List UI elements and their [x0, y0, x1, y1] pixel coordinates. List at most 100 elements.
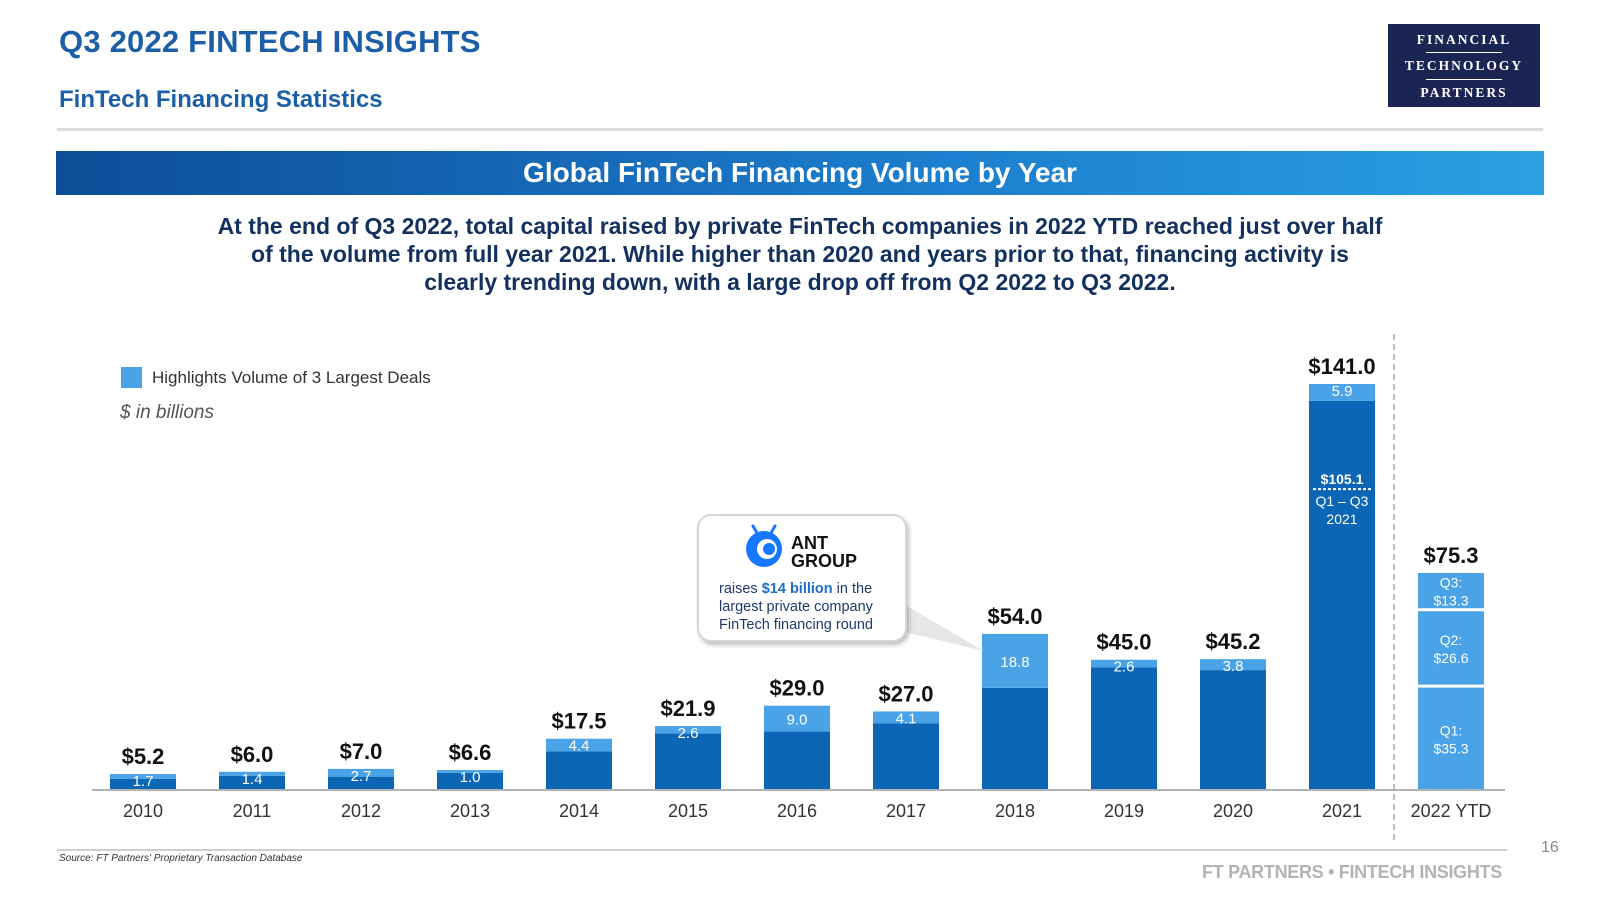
bar-base-2011	[219, 775, 285, 789]
largest-deals-label: 2.7	[351, 768, 372, 785]
legend-swatch	[121, 367, 142, 388]
ytd-total-label: $75.3	[1423, 543, 1478, 568]
largest-deals-label: 2.6	[1114, 659, 1135, 676]
bar-base-2020	[1200, 670, 1266, 789]
largest-deals-label: 3.8	[1223, 658, 1244, 675]
bar-base-2010	[110, 778, 176, 789]
page-title: Q3 2022 FINTECH INSIGHTS	[59, 24, 481, 59]
ytd-quarter-value: $35.3	[1433, 740, 1468, 756]
callout-text-prefix: raises	[719, 581, 762, 597]
bar-base-2014	[546, 751, 612, 789]
logo-line-2: TECHNOLOGY	[1404, 58, 1524, 73]
x-tick-label: 2018	[995, 801, 1035, 821]
bar-largest-deals-2017	[873, 711, 939, 724]
total-label: $29.0	[769, 676, 824, 701]
total-label: $17.5	[551, 709, 606, 734]
largest-deals-label: 5.9	[1332, 383, 1353, 400]
logo-line-3: PARTNERS	[1420, 85, 1508, 100]
largest-deals-label: 9.0	[787, 712, 808, 729]
largest-deals-label: 2.6	[678, 725, 699, 742]
footer-brand: FT PARTNERS • FINTECH INSIGHTS	[1202, 862, 1502, 882]
summary-line: clearly trending down, with a large drop…	[424, 269, 1176, 295]
ytd-quarter-name: Q3:	[1440, 575, 1463, 591]
callout-text-line-3: FinTech financing round	[719, 617, 873, 633]
bar-largest-deals-2013	[437, 770, 503, 773]
source-note: Source: FT Partners' Proprietary Transac…	[59, 853, 303, 864]
ytd-bar-Q2	[1418, 611, 1484, 685]
ytd-bar-Q3	[1418, 573, 1484, 609]
x-tick-label: 2014	[559, 801, 599, 821]
header-divider	[57, 128, 1543, 131]
unit-note: $ in billions	[120, 402, 214, 423]
bar-base-2015	[655, 733, 721, 789]
x-tick-label: 2013	[450, 801, 490, 821]
bar-largest-deals-2015	[655, 726, 721, 734]
bar-largest-deals-2010	[110, 774, 176, 779]
logo-divider	[1426, 52, 1502, 53]
callout-text-amount: $14 billion	[761, 581, 833, 597]
x-tick-label: 2010	[123, 801, 163, 821]
bar-largest-deals-2011	[219, 771, 285, 776]
largest-deals-label: 1.4	[242, 771, 263, 788]
total-label: $54.0	[987, 604, 1042, 629]
callout-pointer	[905, 605, 984, 651]
total-label: $7.0	[340, 739, 383, 764]
x-tick-label: 2015	[668, 801, 708, 821]
x-tick-label: 2022 YTD	[1411, 801, 1492, 821]
total-label: $141.0	[1308, 354, 1375, 379]
ytd-bar-Q1	[1418, 687, 1484, 789]
bar-largest-deals-2012	[328, 768, 394, 777]
ytd-quarter-value: $13.3	[1433, 593, 1468, 609]
ant-group-callout: ANT GROUP raises $14 billion in the larg…	[697, 514, 907, 642]
largest-deals-label: 1.7	[133, 773, 154, 790]
summary-text: At the end of Q3 2022, total capital rai…	[200, 212, 1400, 296]
footer-divider	[57, 849, 1507, 851]
annotation-line-1: Q1 – Q3	[1316, 493, 1369, 509]
x-tick-label: 2012	[341, 801, 381, 821]
bar-base-2019	[1091, 667, 1157, 789]
x-tick-label: 2021	[1322, 801, 1362, 821]
largest-deals-label: 4.1	[896, 710, 917, 727]
logo-line-1: FINANCIAL	[1416, 32, 1512, 47]
bar-largest-deals-2014	[546, 738, 612, 752]
annotation-line-2: 2021	[1326, 511, 1357, 527]
ytd-quarter-value: $26.6	[1433, 650, 1468, 666]
annotation-value: $105.1	[1321, 471, 1364, 487]
callout-text: raises $14 billion in the largest privat…	[719, 580, 899, 634]
page-number: 16	[1541, 839, 1559, 856]
logo-divider	[1426, 79, 1502, 80]
total-label: $6.6	[449, 740, 492, 765]
chart-banner: Global FinTech Financing Volume by Year	[56, 151, 1544, 195]
x-tick-label: 2017	[886, 801, 926, 821]
largest-deals-label: 18.8	[1000, 654, 1029, 671]
bar-base-2018	[982, 687, 1048, 789]
ytd-quarter-name: Q1:	[1440, 722, 1463, 738]
callout-text-line-2: largest private company	[719, 599, 873, 615]
chart-legend: Highlights Volume of 3 Largest Deals	[121, 367, 431, 388]
chart-banner-title: Global FinTech Financing Volume by Year	[523, 157, 1077, 188]
x-tick-label: 2019	[1104, 801, 1144, 821]
page-subtitle: FinTech Financing Statistics	[59, 86, 383, 113]
ant-brand-line-2: GROUP	[791, 551, 858, 571]
legend-label: Highlights Volume of 3 Largest Deals	[152, 367, 431, 387]
total-label: $6.0	[231, 742, 274, 767]
callout-text-rest: in the	[832, 581, 873, 597]
ant-group-wordmark: ANT GROUP	[791, 534, 857, 570]
total-label: $45.0	[1096, 630, 1151, 655]
bar-base-2013	[437, 772, 503, 789]
total-label: $5.2	[122, 744, 165, 769]
x-tick-label: 2016	[777, 801, 817, 821]
x-tick-label: 2011	[233, 801, 272, 821]
bar-largest-deals-2018	[982, 633, 1048, 688]
bar-largest-deals-2021	[1309, 384, 1375, 401]
bar-base-2021	[1309, 400, 1375, 789]
ft-partners-logo: FINANCIAL TECHNOLOGY PARTNERS	[1388, 24, 1540, 107]
summary-line: At the end of Q3 2022, total capital rai…	[217, 213, 1383, 239]
bar-base-2016	[764, 731, 830, 789]
total-label: $45.2	[1205, 629, 1260, 654]
ant-group-logo-icon	[746, 524, 782, 567]
bar-largest-deals-2016	[764, 705, 830, 732]
bar-largest-deals-2019	[1091, 659, 1157, 668]
largest-deals-label: 1.0	[460, 769, 481, 786]
